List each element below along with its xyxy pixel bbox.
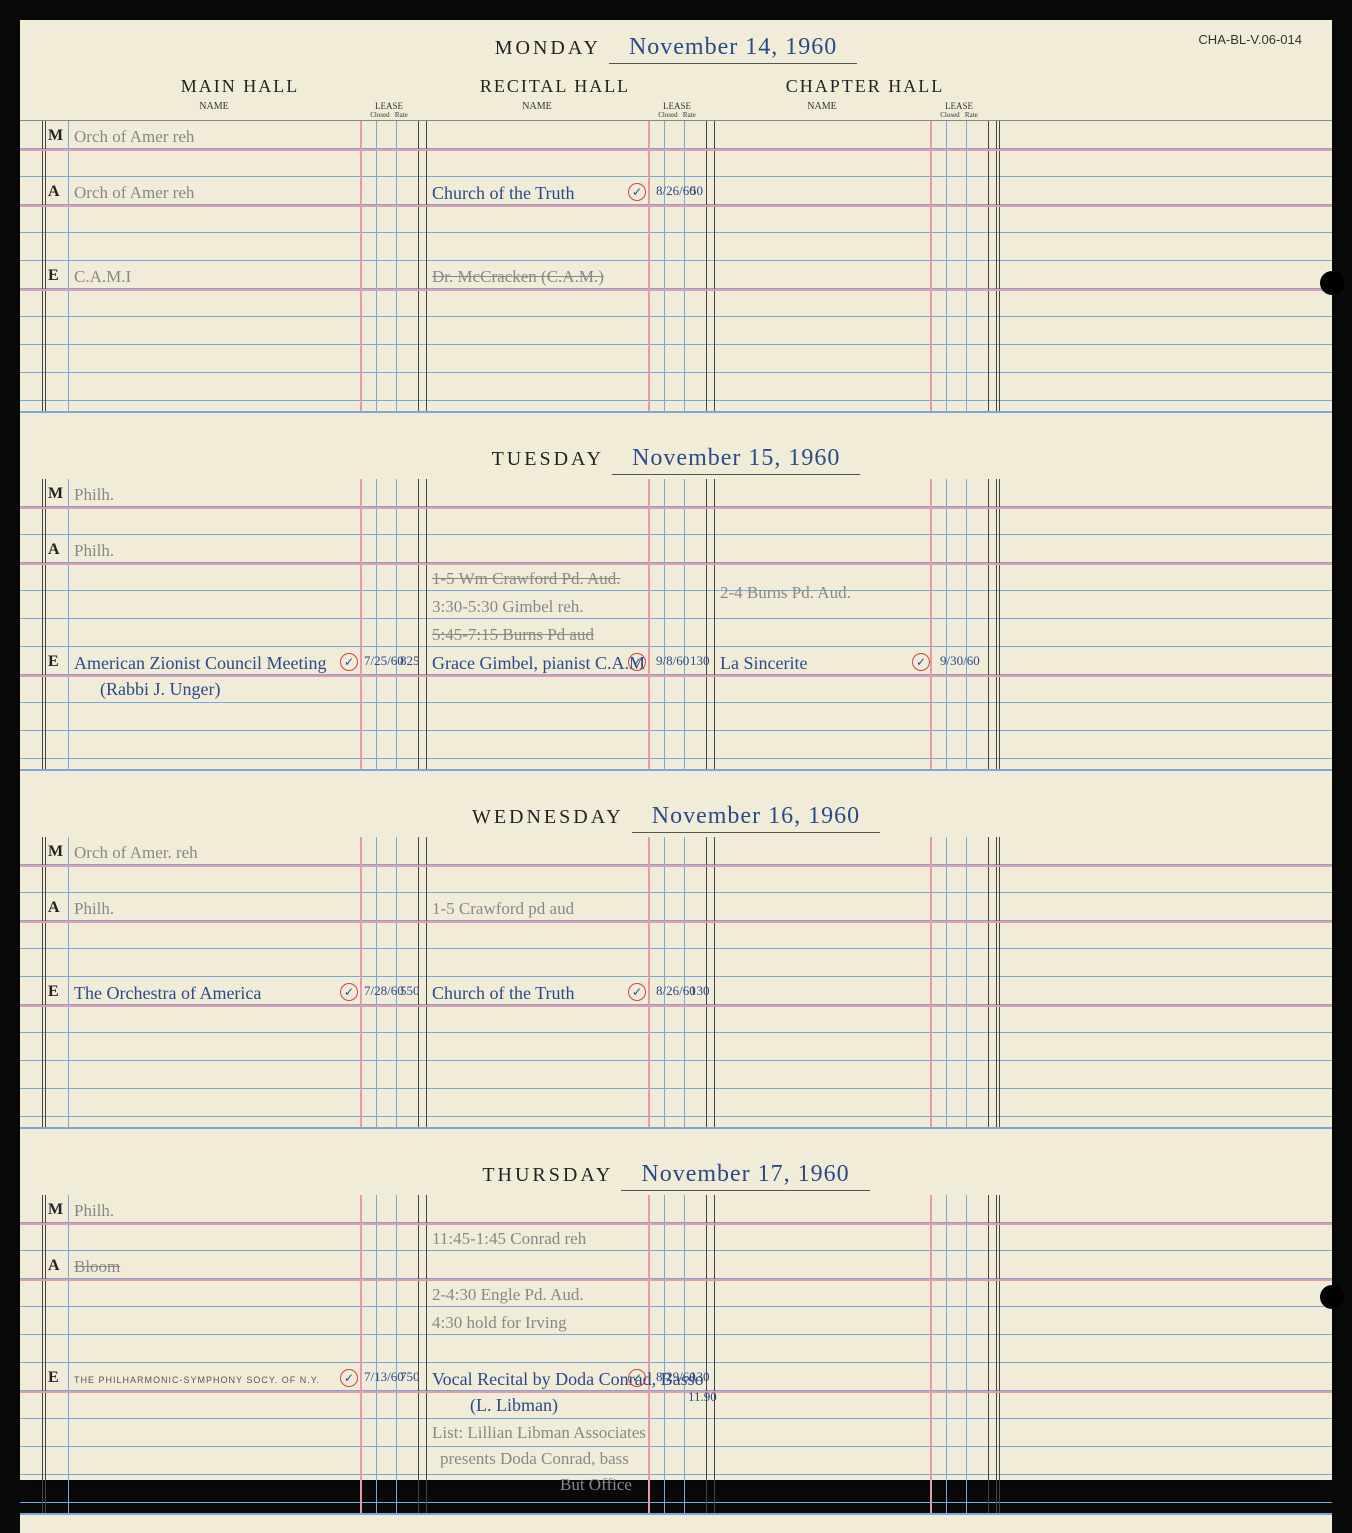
- ledger-entry: ✓: [628, 983, 646, 1001]
- ledger-entry: The Orchestra of America: [74, 983, 261, 1004]
- row-marker-m: M: [48, 127, 63, 145]
- day-block: MONDAY November 14, 1960 MAIN HALLRECITAL …: [20, 20, 1332, 431]
- punch-hole: [1320, 271, 1344, 295]
- ledger-entry: ✓: [628, 1369, 646, 1387]
- ledger-entry: List: Lillian Libman Associates: [432, 1423, 646, 1443]
- ledger-entry: Philh.: [74, 899, 114, 919]
- ledger-grid: M A E Orch of Amer reh Orch of Amer reh C.A.M…: [20, 121, 1332, 411]
- ledger-entry: 750: [400, 1369, 420, 1385]
- row-marker-e: E: [48, 1369, 59, 1387]
- ledger-entry: 130: [690, 983, 710, 999]
- ledger-entry: But Office: [560, 1475, 632, 1495]
- ledger-entry: 550: [400, 983, 420, 999]
- day-date: November 14, 1960: [609, 34, 857, 64]
- row-marker-a: A: [48, 899, 60, 917]
- column-headers: NAMELEASEClosed RateNAMELEASEClosed Rate…: [20, 99, 1332, 121]
- ledger-entry: Philh.: [74, 541, 114, 561]
- ledger-entry: Church of the Truth: [432, 983, 575, 1004]
- ledger-entry: American Zionist Council Meeting: [74, 653, 326, 674]
- row-marker-a: A: [48, 541, 60, 559]
- day-label: THURSDAY: [482, 1164, 613, 1187]
- ledger-entry: (Rabbi J. Unger): [100, 679, 220, 700]
- ledger-entry: 9/30/60: [940, 653, 980, 669]
- day-block: WEDNESDAY November 16, 1960 M A E Orch of Ame…: [20, 789, 1332, 1147]
- row-marker-a: A: [48, 183, 60, 201]
- ledger-entry: 11:45-1:45 Conrad reh: [432, 1229, 586, 1249]
- day-date: November 16, 1960: [632, 803, 880, 833]
- ledger-entry: ✓: [340, 983, 358, 1001]
- ledger-entry: 1-5 Wm Crawford Pd. Aud.: [432, 569, 621, 589]
- ledger-entry: 11.90: [688, 1389, 717, 1405]
- ledger-entry: Orch of Amer reh: [74, 127, 194, 147]
- ledger-entry: ✓: [912, 653, 930, 671]
- row-marker-e: E: [48, 983, 59, 1001]
- ledger-entry: 9/8/60: [656, 653, 689, 669]
- row-marker-e: E: [48, 267, 59, 285]
- hall-header-recital: RECITAL HALL: [400, 76, 710, 97]
- row-marker-e: E: [48, 653, 59, 671]
- ledger-entry: Orch of Amer reh: [74, 183, 194, 203]
- ledger-entry: 2-4 Burns Pd. Aud.: [720, 583, 851, 603]
- ledger-grid: M A E Philh. Philh. 1-5 Wm Crawford Pd. Aud. 3…: [20, 479, 1332, 769]
- hall-header-main: MAIN HALL: [20, 76, 400, 97]
- ledger-entry: ✓: [628, 183, 646, 201]
- ledger-entry: Orch of Amer. reh: [74, 843, 198, 863]
- ledger-entry: La Sincerite: [720, 653, 807, 674]
- ledger-entry: 5:45-7:15 Burns Pd aud: [432, 625, 594, 645]
- ledger-entry: presents Doda Conrad, bass: [440, 1449, 629, 1469]
- ledger-entry: THE PHILHARMONIC-SYMPHONY SOCY. OF N.Y.: [74, 1375, 320, 1385]
- ledger-entry: 130: [690, 1369, 710, 1385]
- hall-header-chapter: CHAPTER HALL: [710, 76, 1020, 97]
- row-marker-m: M: [48, 843, 63, 861]
- ledger-entry: ✓: [628, 653, 646, 671]
- ledger-entry: Dr. McCracken (C.A.M.): [432, 267, 604, 287]
- ledger-entry: 130: [690, 653, 710, 669]
- ledger-entry: 7/13/60: [364, 1369, 404, 1385]
- ledger-grid: M A E Philh. Bloom 11:45-1:45 Conrad reh 2-4:3…: [20, 1195, 1332, 1513]
- ledger-entry: 7/28/60: [364, 983, 404, 999]
- row-marker-m: M: [48, 485, 63, 503]
- ledger-entry: (L. Libman): [470, 1395, 558, 1416]
- day-date: November 15, 1960: [612, 445, 860, 475]
- ledger-entry: Church of the Truth: [432, 183, 575, 204]
- ledger-entry: Bloom: [74, 1257, 120, 1277]
- row-marker-m: M: [48, 1201, 63, 1219]
- ledger-entry: 1-5 Crawford pd aud: [432, 899, 574, 919]
- ledger-entry: C.A.M.I: [74, 267, 131, 287]
- ledger-entry: Philh.: [74, 1201, 114, 1221]
- ledger-entry: ✓: [340, 653, 358, 671]
- punch-hole: [1320, 1285, 1344, 1309]
- day-block: THURSDAY November 17, 1960 M A E Philh. Bloom 1…: [20, 1147, 1332, 1533]
- days-container: MONDAY November 14, 1960 MAIN HALLRECITAL …: [20, 20, 1332, 1533]
- ledger-page: CHA-BL-V.06-014 MONDAYNovember 14, 1960M…: [20, 20, 1332, 1480]
- ledger-entry: 825: [400, 653, 420, 669]
- day-label: WEDNESDAY: [472, 806, 624, 829]
- day-label: MONDAY: [495, 37, 601, 60]
- ledger-entry: Grace Gimbel, pianist C.A.M: [432, 653, 645, 674]
- row-marker-a: A: [48, 1257, 60, 1275]
- day-label: TUESDAY: [492, 448, 605, 471]
- day-date: November 17, 1960: [621, 1161, 869, 1191]
- ledger-entry: Philh.: [74, 485, 114, 505]
- ledger-grid: M A E Orch of Amer. reh Philh. 1-5 Crawford p…: [20, 837, 1332, 1127]
- ledger-entry: 7/25/60: [364, 653, 404, 669]
- ledger-entry: 50: [690, 183, 703, 199]
- ledger-entry: 4:30 hold for Irving: [432, 1313, 567, 1333]
- ledger-entry: 3:30-5:30 Gimbel reh.: [432, 597, 584, 617]
- ledger-entry: ✓: [340, 1369, 358, 1387]
- ledger-entry: 2-4:30 Engle Pd. Aud.: [432, 1285, 584, 1305]
- day-block: TUESDAY November 15, 1960 M A E Philh. Philh. 1…: [20, 431, 1332, 789]
